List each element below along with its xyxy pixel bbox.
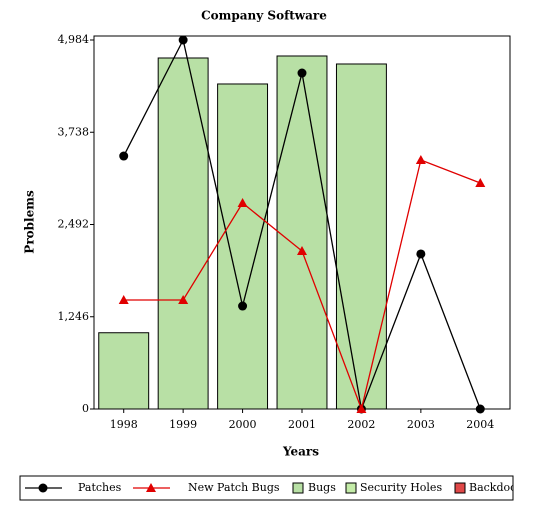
legend-marker — [146, 483, 156, 492]
legend-label: Bugs — [308, 481, 336, 494]
x-tick-label: 2004 — [466, 418, 494, 431]
legend-swatch — [345, 482, 357, 494]
point — [475, 177, 486, 187]
x-tick-label: 1999 — [169, 418, 197, 431]
point — [475, 404, 485, 414]
legend-swatch — [292, 482, 304, 494]
legend-label: Patches — [78, 481, 122, 494]
legend-label: Security Holes — [360, 481, 442, 494]
y-tick-label: 1,246 — [58, 310, 90, 323]
legend-label: New Patch Bugs — [188, 481, 280, 494]
point — [178, 295, 189, 305]
legend-marker — [38, 483, 48, 493]
point — [238, 301, 248, 311]
y-tick-label: 0 — [82, 402, 89, 415]
legend-label: Backdoors — [469, 481, 528, 494]
x-tick-label: 1998 — [110, 418, 138, 431]
legend-swatch — [454, 482, 466, 494]
x-tick-label: 2000 — [229, 418, 257, 431]
point — [297, 246, 307, 256]
bar — [217, 83, 269, 410]
x-tick-label: 2003 — [407, 418, 435, 431]
point — [416, 249, 426, 259]
y-tick-label: 4,984 — [58, 33, 90, 46]
legend: Patches New Patch Bugs Bugs Security Holes B… — [25, 481, 528, 494]
point — [178, 35, 188, 45]
y-tick-label: 2,492 — [58, 218, 90, 231]
x-tick-label: 2001 — [288, 418, 316, 431]
point — [356, 404, 367, 413]
point — [237, 198, 248, 208]
x-tick-label: 2002 — [347, 418, 375, 431]
point — [415, 155, 426, 165]
bar — [157, 57, 209, 410]
point — [119, 151, 129, 161]
bar — [98, 332, 150, 410]
y-tick-label: 3,738 — [58, 125, 90, 138]
point — [118, 295, 129, 305]
y-axis-label: Problems — [23, 190, 37, 254]
bar — [335, 63, 387, 410]
legend-box — [19, 475, 514, 501]
bar — [276, 55, 328, 410]
x-axis-label: Years — [282, 445, 319, 459]
chart-title: Company Software — [201, 9, 327, 23]
point — [297, 68, 307, 78]
